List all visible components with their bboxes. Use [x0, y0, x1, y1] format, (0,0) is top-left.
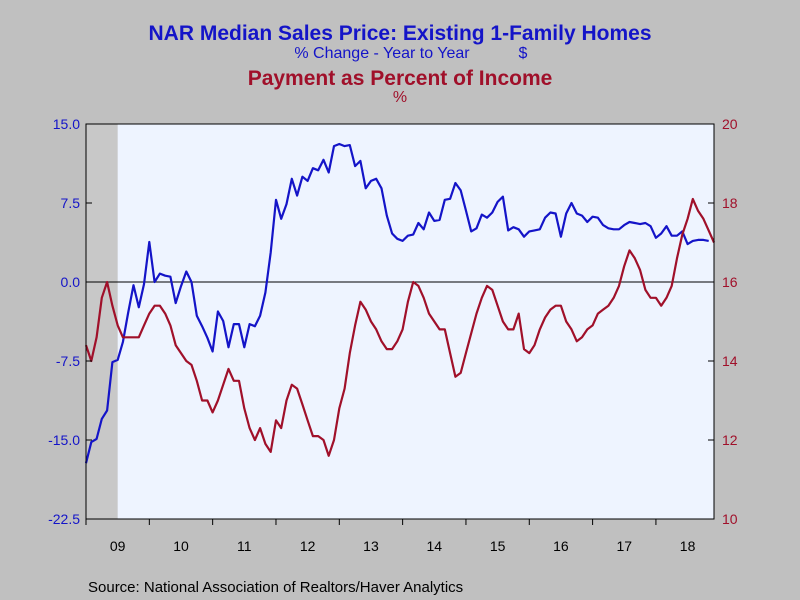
right-tick-label: 20 — [722, 116, 738, 132]
x-tick-label: 10 — [173, 538, 189, 554]
x-tick-label: 09 — [110, 538, 126, 554]
left-tick-label: -7.5 — [56, 353, 80, 369]
chart-title: NAR Median Sales Price: Existing 1-Famil… — [149, 22, 652, 45]
plot-background — [86, 124, 714, 519]
left-tick-label: 7.5 — [61, 195, 81, 211]
left-axis-subtitle: % Change - Year to Year — [294, 45, 470, 62]
left-tick-label: -22.5 — [48, 511, 80, 527]
recession-shading — [86, 124, 118, 519]
right-tick-label: 16 — [722, 274, 738, 290]
series-line-2 — [84, 197, 716, 457]
plot-area — [84, 123, 716, 520]
right-tick-label: 12 — [722, 432, 738, 448]
x-tick-label: 16 — [553, 538, 569, 554]
secondary-title: Payment as Percent of Income — [248, 67, 553, 90]
left-tick-label: 0.0 — [61, 274, 81, 290]
x-tick-label: 11 — [237, 538, 252, 554]
series-line-1 — [84, 142, 709, 464]
left-axis-unit: $ — [519, 45, 528, 62]
right-axis: 20 18 16 14 12 10 — [708, 116, 738, 527]
left-tick-label: 15.0 — [53, 116, 80, 132]
source-note: Source: National Association of Realtors… — [88, 579, 463, 596]
x-tick-label: 13 — [363, 538, 379, 554]
right-tick-label: 10 — [722, 511, 738, 527]
right-tick-label: 18 — [722, 195, 738, 211]
x-tick-label: 18 — [680, 538, 696, 554]
right-tick-label: 14 — [722, 353, 738, 369]
x-tick-label: 15 — [490, 538, 506, 554]
x-tick-label: 12 — [300, 538, 316, 554]
plot-border — [85, 123, 715, 520]
left-axis: 15.0 7.5 0.0 -7.5 -15.0 -22.5 — [48, 116, 92, 527]
x-tick-label: 14 — [427, 538, 443, 554]
right-axis-unit: % — [393, 89, 407, 106]
left-tick-label: -15.0 — [48, 432, 80, 448]
x-axis: 09 10 11 12 13 14 15 16 17 18 — [85, 519, 696, 554]
x-tick-label: 17 — [616, 538, 632, 554]
